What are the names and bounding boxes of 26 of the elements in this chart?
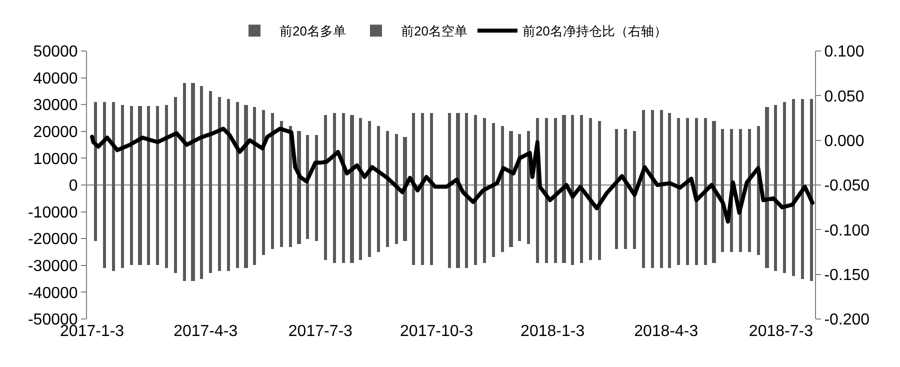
x-tick-label: 2017-10-3 [400,323,474,340]
x-tick-label: 2017-4-3 [174,323,238,340]
y2-tick-label: 0.000 [824,132,864,150]
y-tick-label: -10000 [28,204,78,222]
x-tick-label: 2018-7-3 [748,323,814,340]
x-tick-label: 2017-7-3 [288,323,353,340]
x-tick-label: 2018-4-3 [634,323,698,340]
y-tick-label: 10000 [33,150,78,168]
y2-tick-label: -0.150 [824,266,870,284]
y2-tick-label: -0.100 [824,222,870,240]
x-tick-label: 2018-1-3 [520,323,585,340]
y2-tick-label: 0.050 [824,88,864,106]
y-tick-label: -30000 [28,258,78,275]
y2-tick-label: 0.100 [824,44,864,61]
y-tick-label: -20000 [28,231,78,248]
y-tick-label: 0 [68,178,78,195]
y2-tick-label: -0.050 [824,178,870,195]
legend-label: 前20名净持仓比（右轴） [522,24,667,39]
y-tick-label: 30000 [33,97,78,114]
y-tick-label: -40000 [28,284,78,302]
y2-tick-label: -0.200 [824,312,870,329]
legend-label: 前20名空单 [400,24,468,39]
y-tick-label: 50000 [33,44,78,61]
y-tick-label: 20000 [33,124,78,141]
legend-label: 前20名多单 [280,24,346,39]
y-tick-label: 40000 [33,70,78,88]
